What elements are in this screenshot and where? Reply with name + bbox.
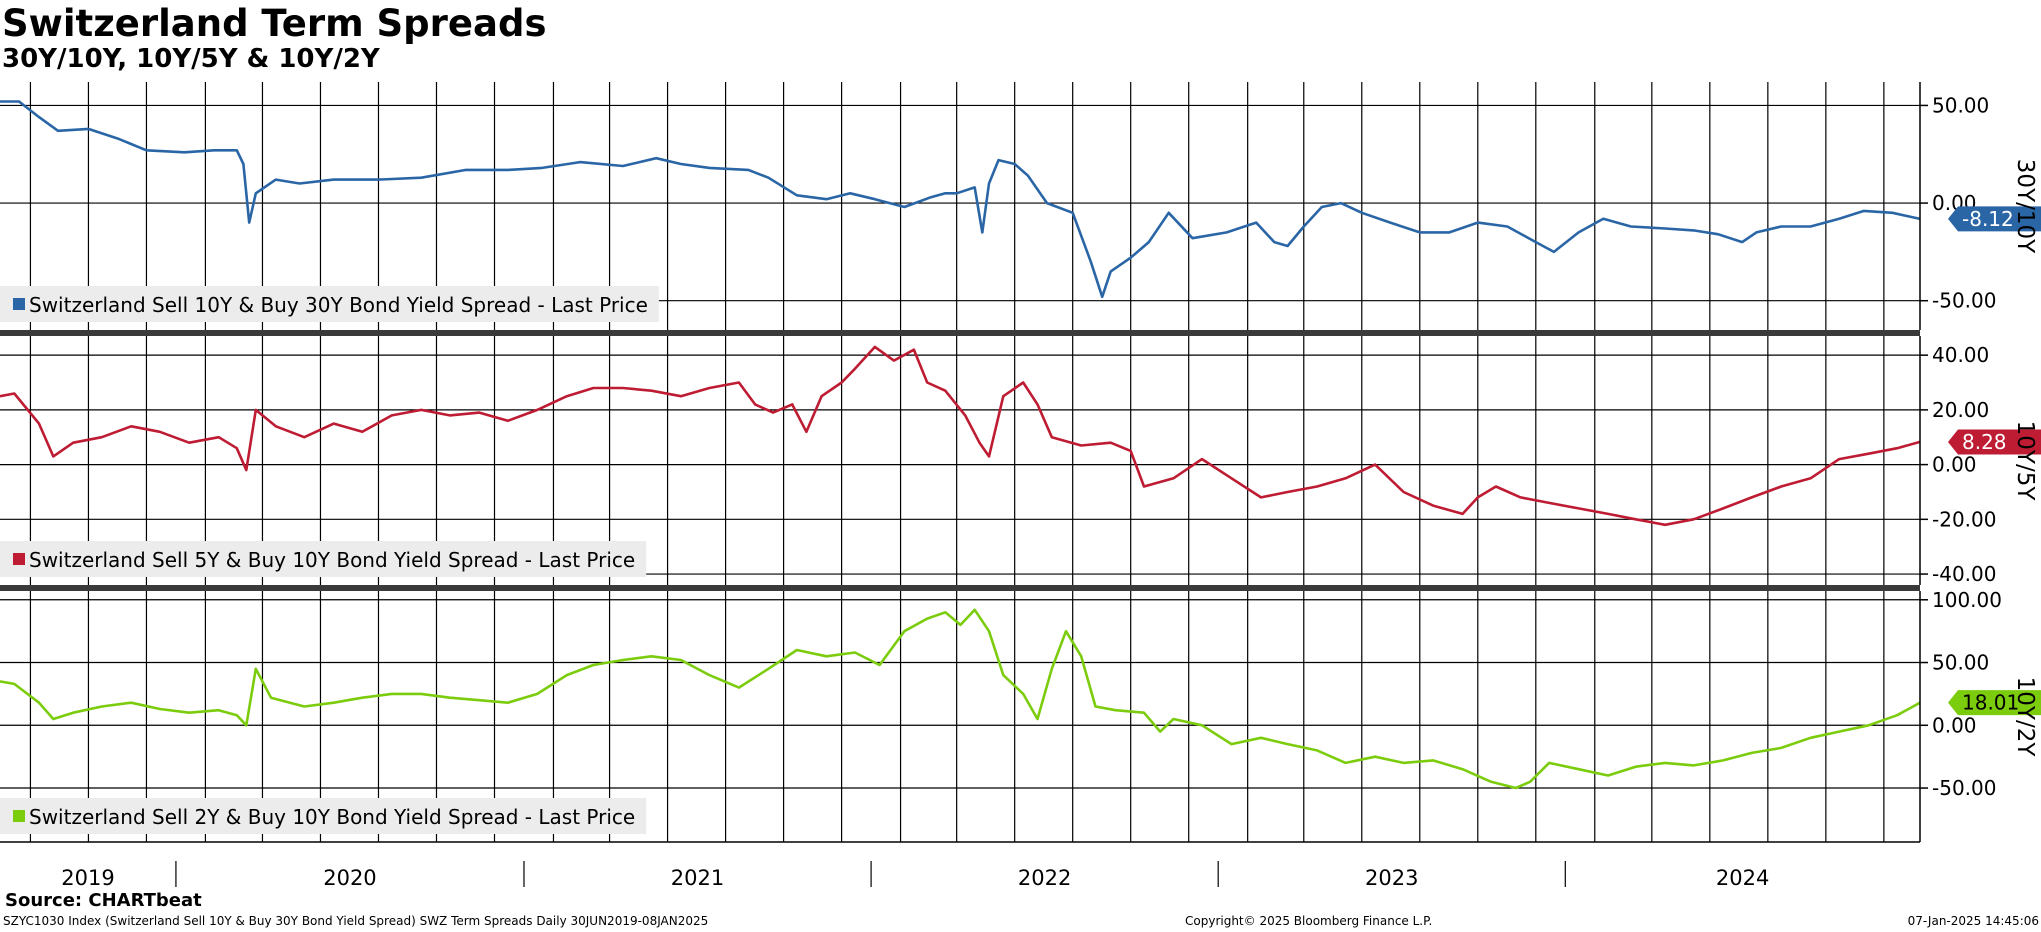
last-value-tag — [1948, 429, 2041, 455]
x-tick-label: 2020 — [323, 866, 376, 890]
panel-2: 40.00 20.00 0.00 -20.00 -40.00 8.28 10Y/5Y Swit… — [0, 336, 2041, 586]
legend-swatch — [13, 553, 25, 565]
last-value-tag — [1948, 206, 2041, 232]
legend-box — [0, 286, 659, 322]
x-tick-label: 2021 — [671, 866, 724, 890]
series-line — [0, 100, 1921, 299]
x-tick-label: 2022 — [1018, 866, 1071, 890]
tick-label: 100.00 — [1932, 588, 2002, 612]
panel-axis-label: 10Y/2Y — [2012, 677, 2038, 758]
panel-axis-label: 10Y/5Y — [2012, 421, 2038, 502]
legend-swatch — [13, 810, 25, 822]
tick-label: -50.00 — [1932, 776, 1996, 800]
last-value-label: -8.12 — [1962, 207, 2014, 231]
legend-label: Switzerland Sell 2Y & Buy 10Y Bond Yield… — [29, 805, 635, 829]
tick-label: -20.00 — [1932, 507, 1996, 531]
legend-swatch — [13, 298, 25, 310]
last-value-label: 18.01 — [1962, 691, 2019, 715]
legend-box — [0, 798, 647, 834]
panel-axis-label: 30Y/10Y — [2012, 159, 2038, 254]
copyright-notice: Copyright© 2025 Bloomberg Finance L.P. — [1185, 914, 1433, 928]
x-tick-label: 2024 — [1716, 866, 1769, 890]
x-tick-label: 2023 — [1365, 866, 1418, 890]
tick-label: 50.00 — [1932, 93, 1989, 117]
legend-label: Switzerland Sell 5Y & Buy 10Y Bond Yield… — [29, 548, 635, 572]
series-line — [0, 608, 1921, 790]
source-label: Source: CHARTbeat — [5, 890, 202, 911]
tick-label: 40.00 — [1932, 343, 1989, 367]
legend-label: Switzerland Sell 10Y & Buy 30Y Bond Yiel… — [29, 293, 648, 317]
panel-separator — [0, 585, 1920, 591]
tick-label: -50.00 — [1932, 289, 1996, 313]
tick-label: 0.00 — [1932, 713, 1977, 737]
last-value-label: 8.28 — [1962, 430, 2007, 454]
tick-label: -40.00 — [1932, 562, 1996, 586]
index-description: SZYC1030 Index (Switzerland Sell 10Y & B… — [3, 914, 709, 928]
tick-label: 0.00 — [1932, 453, 1977, 477]
chart-subtitle: 30Y/10Y, 10Y/5Y & 10Y/2Y — [2, 44, 380, 74]
last-value-tag — [1948, 690, 2041, 716]
series-line — [0, 345, 1921, 527]
tick-label: 50.00 — [1932, 651, 1989, 675]
tick-label: 20.00 — [1932, 398, 1989, 422]
chart-title: Switzerland Term Spreads — [2, 2, 547, 45]
x-tick-label: 2019 — [61, 866, 114, 890]
timestamp: 07-Jan-2025 14:45:06 — [1907, 914, 2039, 928]
legend-box — [0, 541, 647, 577]
panel-separator — [0, 330, 1920, 336]
